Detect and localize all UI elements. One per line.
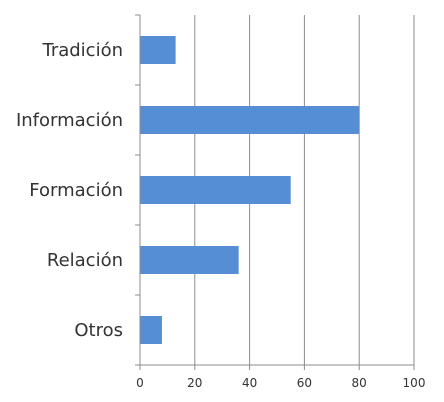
category-label: Relación xyxy=(47,250,123,271)
axes xyxy=(135,14,415,370)
x-tick-label: 0 xyxy=(136,376,144,390)
category-label: Otros xyxy=(74,320,123,341)
x-tick-label: 20 xyxy=(187,376,202,390)
bar-formación xyxy=(140,176,291,204)
category-label: Formación xyxy=(29,180,123,201)
bar-tradición xyxy=(140,36,176,64)
x-tick-label: 80 xyxy=(352,376,367,390)
bar-relación xyxy=(140,246,239,274)
grid-lines xyxy=(194,15,415,365)
x-tick-label: 60 xyxy=(297,376,312,390)
bar-información xyxy=(140,106,360,134)
bar-otros xyxy=(140,316,162,344)
x-tick-label: 100 xyxy=(403,376,426,390)
labels: 0 20 40 60 80 100 Tradición Información Formació… xyxy=(16,40,426,390)
x-tick-label: 40 xyxy=(242,376,257,390)
category-label: Tradición xyxy=(41,40,123,61)
bars xyxy=(140,36,360,344)
category-label: Información xyxy=(16,110,123,131)
